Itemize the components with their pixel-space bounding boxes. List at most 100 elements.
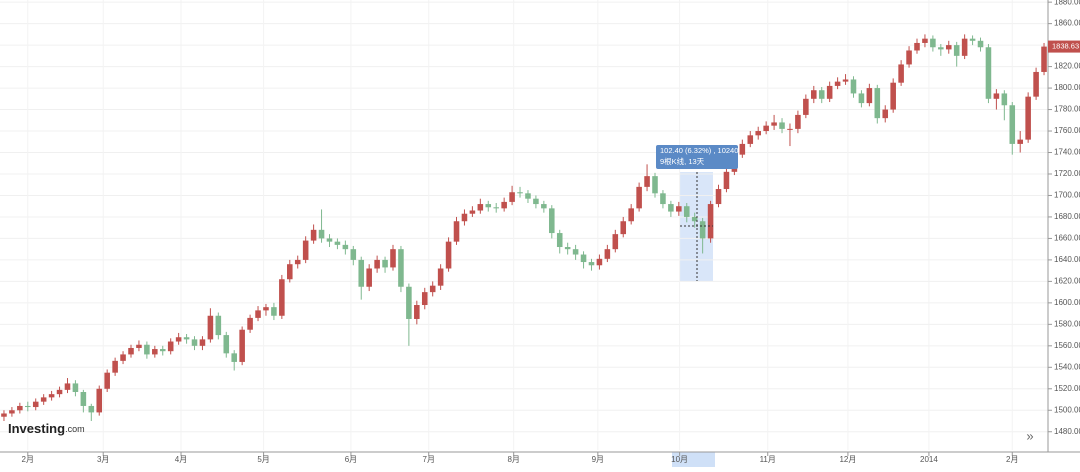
candle-body: [564, 247, 571, 250]
candle-body: [866, 88, 873, 104]
scroll-button[interactable]: »: [1026, 428, 1033, 443]
x-tick-label: 2月: [22, 455, 34, 464]
candle-body: [374, 259, 380, 269]
x-tick-label: 3月: [97, 455, 109, 464]
candle-body: [652, 176, 658, 194]
y-tick-label: 1740.00: [1054, 148, 1080, 157]
candle-body: [334, 241, 341, 245]
candle-body: [842, 79, 849, 82]
candle-body: [818, 90, 825, 99]
y-tick-label: 1580.00: [1054, 319, 1080, 328]
candle-body: [961, 38, 968, 56]
candle-body: [414, 305, 420, 319]
last-price-label: 1838.63: [1052, 42, 1079, 51]
candle-body: [1, 413, 7, 417]
candle-body: [429, 285, 436, 293]
candle-body: [159, 349, 166, 352]
candle-body: [755, 131, 761, 136]
x-tick-label: 5月: [257, 455, 269, 464]
candle-body: [501, 201, 507, 209]
candle-body: [604, 249, 611, 259]
candle-body: [247, 317, 253, 330]
candle-body: [969, 38, 976, 41]
y-tick-label: 1760.00: [1054, 126, 1080, 135]
x-tick-label: 2014: [920, 455, 938, 464]
candles: [1, 34, 1047, 422]
candle-body: [199, 339, 206, 346]
candle-body: [406, 286, 412, 319]
candle-body: [32, 401, 39, 408]
candle-body: [580, 254, 587, 263]
candle-body: [683, 206, 690, 217]
candle-body: [945, 45, 952, 50]
y-tick-label: 1620.00: [1054, 276, 1080, 285]
candle-body: [723, 171, 730, 190]
candle-body: [366, 268, 372, 287]
x-tick-label: 8月: [507, 455, 519, 464]
candle-body: [239, 329, 245, 362]
candle-body: [541, 204, 547, 209]
candle-body: [699, 221, 706, 239]
y-tick-label: 1540.00: [1054, 362, 1080, 371]
x-tick-label: 6月: [345, 455, 357, 464]
candle-body: [525, 193, 531, 199]
candle-body: [175, 337, 182, 342]
candle-body: [1025, 96, 1031, 140]
measure-text: 102.40 (6.32%) , 10240: [660, 146, 738, 155]
candle-body: [1009, 105, 1016, 144]
candle-body: [88, 405, 95, 413]
axis-labels: 1480.00 1500.00 1520.00 1540.00 1560.00 1580.…: [22, 0, 1080, 464]
candle-body: [811, 90, 817, 99]
candle-body: [136, 344, 142, 348]
candle-body: [421, 292, 428, 306]
candle-body: [517, 192, 523, 194]
candle-body: [906, 50, 912, 65]
y-tick-label: 1660.00: [1054, 234, 1080, 243]
candle-body: [80, 392, 87, 406]
candle-body: [977, 40, 984, 48]
candle-body: [358, 259, 365, 287]
candle-body: [326, 238, 333, 242]
candle-body: [533, 198, 539, 205]
candle-body: [231, 353, 237, 362]
candle-body: [747, 135, 754, 144]
candle-body: [437, 268, 444, 286]
candle-body: [612, 234, 619, 250]
candle-body: [167, 341, 174, 352]
candle-body: [398, 249, 404, 287]
y-tick-label: 1500.00: [1054, 405, 1080, 414]
x-highlight: [672, 452, 715, 467]
candle-body: [930, 38, 936, 48]
candle-body: [318, 229, 325, 239]
candle-body: [294, 259, 301, 265]
candle-body: [834, 81, 841, 86]
candle-body: [48, 394, 55, 398]
y-tick-label: 1600.00: [1054, 298, 1080, 307]
x-tick-label: 9月: [592, 455, 604, 464]
candle-body: [644, 176, 650, 187]
x-tick-label: 11月: [760, 455, 776, 464]
candle-body: [183, 337, 190, 340]
candle-body: [207, 315, 214, 340]
candle-body: [874, 88, 881, 119]
candle-body: [310, 229, 317, 241]
candle-body: [1033, 71, 1039, 97]
candle-body: [882, 109, 889, 119]
candle-body: [985, 47, 992, 99]
candle-body: [485, 204, 492, 208]
y-tick-label: 1820.00: [1054, 62, 1080, 71]
candle-body: [636, 186, 642, 209]
y-tick-label: 1720.00: [1054, 169, 1080, 178]
x-tick-label: 4月: [175, 455, 187, 464]
candle-body: [691, 216, 698, 222]
y-tick-label: 1780.00: [1054, 105, 1080, 114]
candle-body: [938, 47, 944, 50]
candle-body: [72, 383, 79, 393]
y-tick-label: 1880.00: [1054, 0, 1080, 6]
candle-body: [215, 315, 222, 336]
y-tick-label: 1560.00: [1054, 341, 1080, 350]
logo-brand: Investing: [8, 421, 65, 436]
candle-body: [342, 244, 349, 250]
candle-body: [128, 347, 134, 355]
